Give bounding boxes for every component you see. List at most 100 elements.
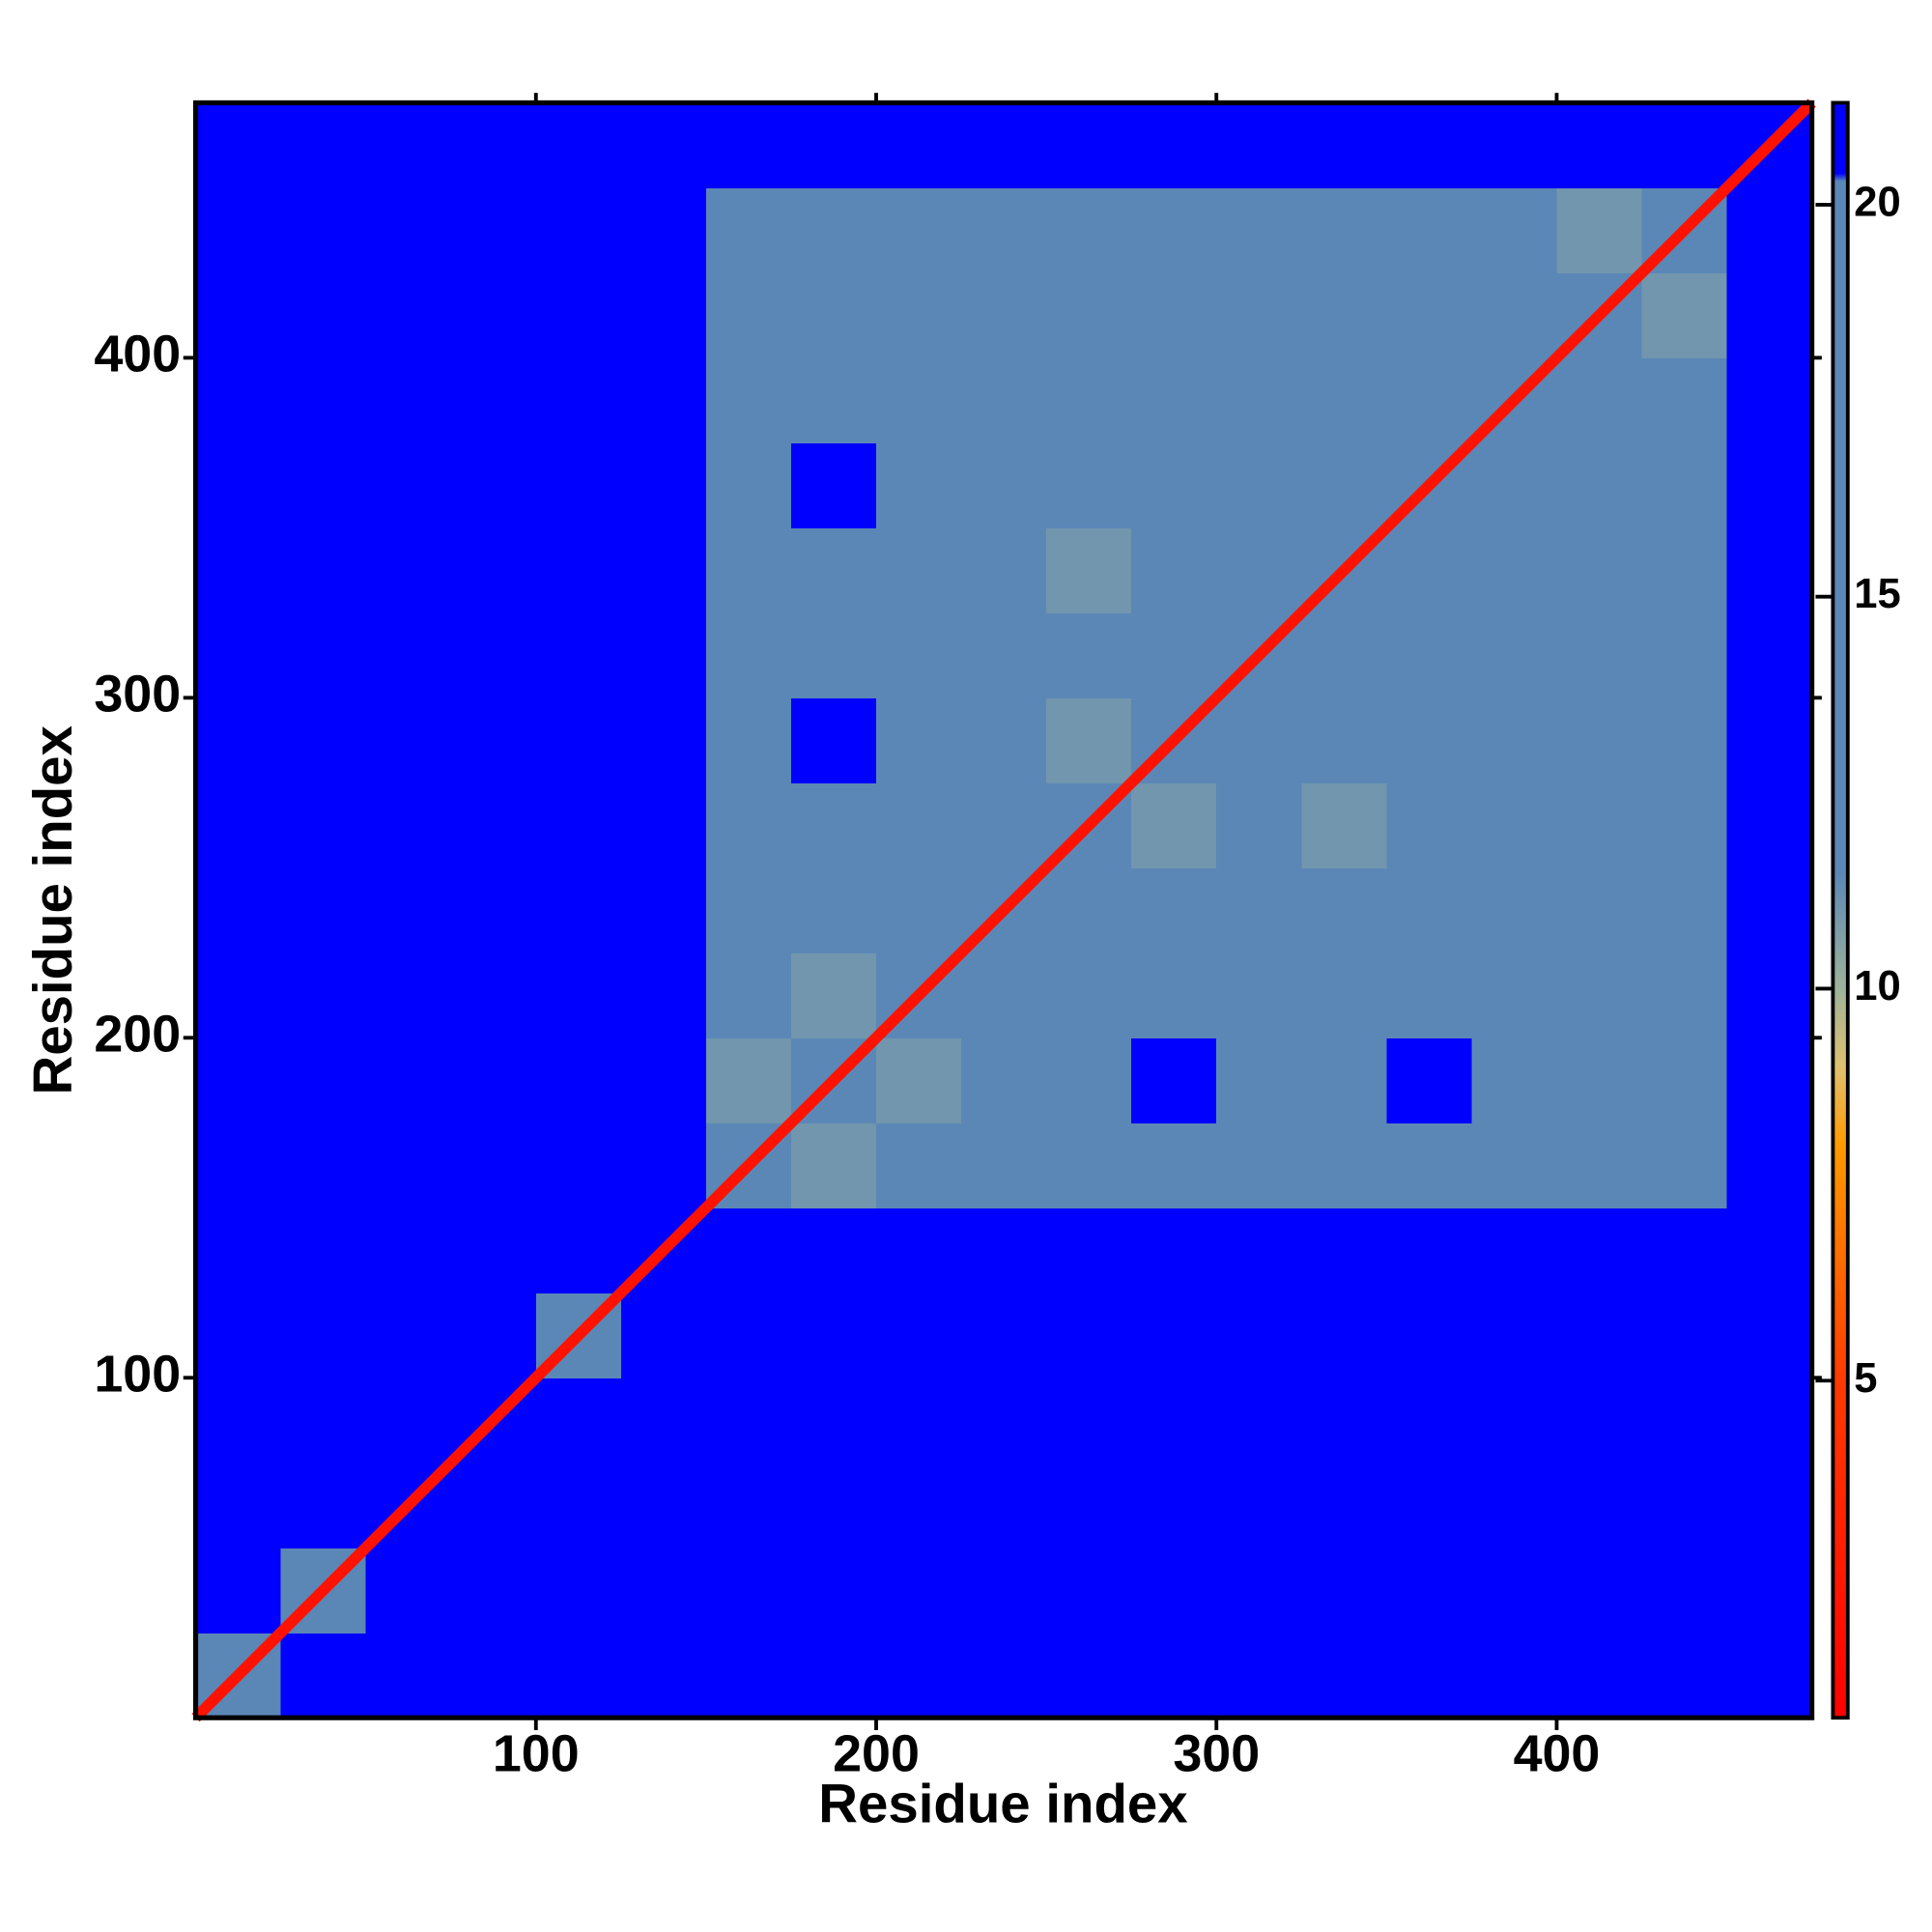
heatmap-cell (1726, 1378, 1813, 1463)
heatmap-cell (620, 1037, 707, 1123)
heatmap-cell (365, 1633, 452, 1719)
heatmap-cell (705, 1037, 792, 1123)
heatmap-cell (1301, 187, 1387, 274)
heatmap-cell (790, 527, 877, 613)
heatmap-cell (876, 1463, 962, 1548)
heatmap-cell (961, 697, 1047, 783)
heatmap-cell (1726, 1633, 1813, 1719)
x-tick-label: 100 (493, 1724, 580, 1782)
heatmap-cell (280, 952, 367, 1038)
heatmap-cell (876, 527, 962, 613)
heatmap-cell (620, 612, 707, 698)
heatmap-cell (195, 1548, 282, 1634)
heatmap-cell (1046, 527, 1132, 613)
heatmap-cell (1216, 272, 1302, 359)
heatmap-cell (1386, 1548, 1473, 1634)
heatmap-cell (705, 102, 792, 189)
heatmap-cell (620, 527, 707, 613)
heatmap-cell (450, 442, 537, 528)
heatmap-cell (1301, 1208, 1387, 1293)
heatmap-cell (1301, 1378, 1387, 1463)
heatmap-cell (705, 1293, 792, 1378)
heatmap-cell (1471, 1122, 1558, 1208)
heatmap-cell (961, 1208, 1047, 1293)
heatmap-cell (450, 612, 537, 698)
heatmap-cell (1726, 1122, 1813, 1208)
heatmap-cell (280, 102, 367, 189)
heatmap-cell (280, 782, 367, 868)
heatmap-cell (1301, 867, 1387, 953)
heatmap-cell (876, 782, 962, 868)
heatmap-cell (1471, 1463, 1558, 1548)
heatmap-cell (1216, 357, 1302, 444)
heatmap-cell (1216, 1037, 1302, 1123)
heatmap-cell (876, 1208, 962, 1293)
heatmap-cell (790, 867, 877, 953)
heatmap-cell (961, 1633, 1047, 1719)
heatmap-cell (535, 1633, 622, 1719)
heatmap-cell (1471, 1208, 1558, 1293)
heatmap-cell (365, 867, 452, 953)
heatmap-cell (365, 527, 452, 613)
heatmap-cell (1556, 782, 1643, 868)
heatmap-cell (1131, 867, 1217, 953)
heatmap-cell (876, 102, 962, 189)
heatmap-cell (961, 612, 1047, 698)
heatmap-cell (790, 697, 877, 783)
heatmap-cell (1641, 357, 1728, 444)
heatmap-cell (620, 1548, 707, 1634)
heatmap-cell (535, 867, 622, 953)
heatmap-cell (280, 187, 367, 274)
heatmap-cell (1216, 1463, 1302, 1548)
heatmap-cell (1131, 102, 1217, 189)
heatmap-cell (1216, 187, 1302, 274)
heatmap-cell (961, 272, 1047, 359)
heatmap-cell (535, 697, 622, 783)
heatmap-cell (790, 357, 877, 444)
heatmap-cell (1471, 527, 1558, 613)
heatmap-cell (365, 442, 452, 528)
heatmap-cell (1301, 1548, 1387, 1634)
heatmap-cell (535, 272, 622, 359)
heatmap-cell (1046, 442, 1132, 528)
heatmap-cell (1641, 102, 1728, 189)
heatmap-cell (535, 102, 622, 189)
heatmap-cell (1471, 1633, 1558, 1719)
heatmap-cell (705, 187, 792, 274)
heatmap-cell (1641, 867, 1728, 953)
heatmap-cell (790, 952, 877, 1038)
heatmap-cell (1556, 1122, 1643, 1208)
heatmap-cell (1216, 952, 1302, 1038)
heatmap-cell (1556, 612, 1643, 698)
heatmap-cell (280, 527, 367, 613)
heatmap-cell (280, 1463, 367, 1548)
diagonal-segment (1722, 99, 1816, 192)
heatmap-cell (876, 442, 962, 528)
heatmap-cell (876, 697, 962, 783)
heatmap-cell (620, 1122, 707, 1208)
heatmap-cell (280, 1633, 367, 1719)
heatmap-cell (450, 952, 537, 1038)
heatmap-cell (1301, 102, 1387, 189)
heatmap-cell (1386, 612, 1473, 698)
diagonal-segment (871, 949, 966, 1042)
diagonal-segment (1637, 184, 1731, 277)
heatmap-cell (1216, 867, 1302, 953)
heatmap-cell (790, 1122, 877, 1208)
heatmap-cell (1301, 697, 1387, 783)
heatmap-cell (365, 1037, 452, 1123)
heatmap-cell (705, 272, 792, 359)
heatmap-cell (1131, 782, 1217, 868)
heatmap-cell (876, 612, 962, 698)
heatmap-cell (1641, 1463, 1728, 1548)
heatmap-cell (195, 442, 282, 528)
heatmap-cell (1301, 272, 1387, 359)
heatmap-cell (280, 357, 367, 444)
heatmap-cell (1641, 442, 1728, 528)
diagonal-segment (701, 1119, 796, 1212)
heatmap-cell (620, 442, 707, 528)
heatmap-cell (790, 782, 877, 868)
heatmap-cell (450, 1037, 537, 1123)
heatmap-cell (790, 1293, 877, 1378)
heatmap-cell (876, 1378, 962, 1463)
